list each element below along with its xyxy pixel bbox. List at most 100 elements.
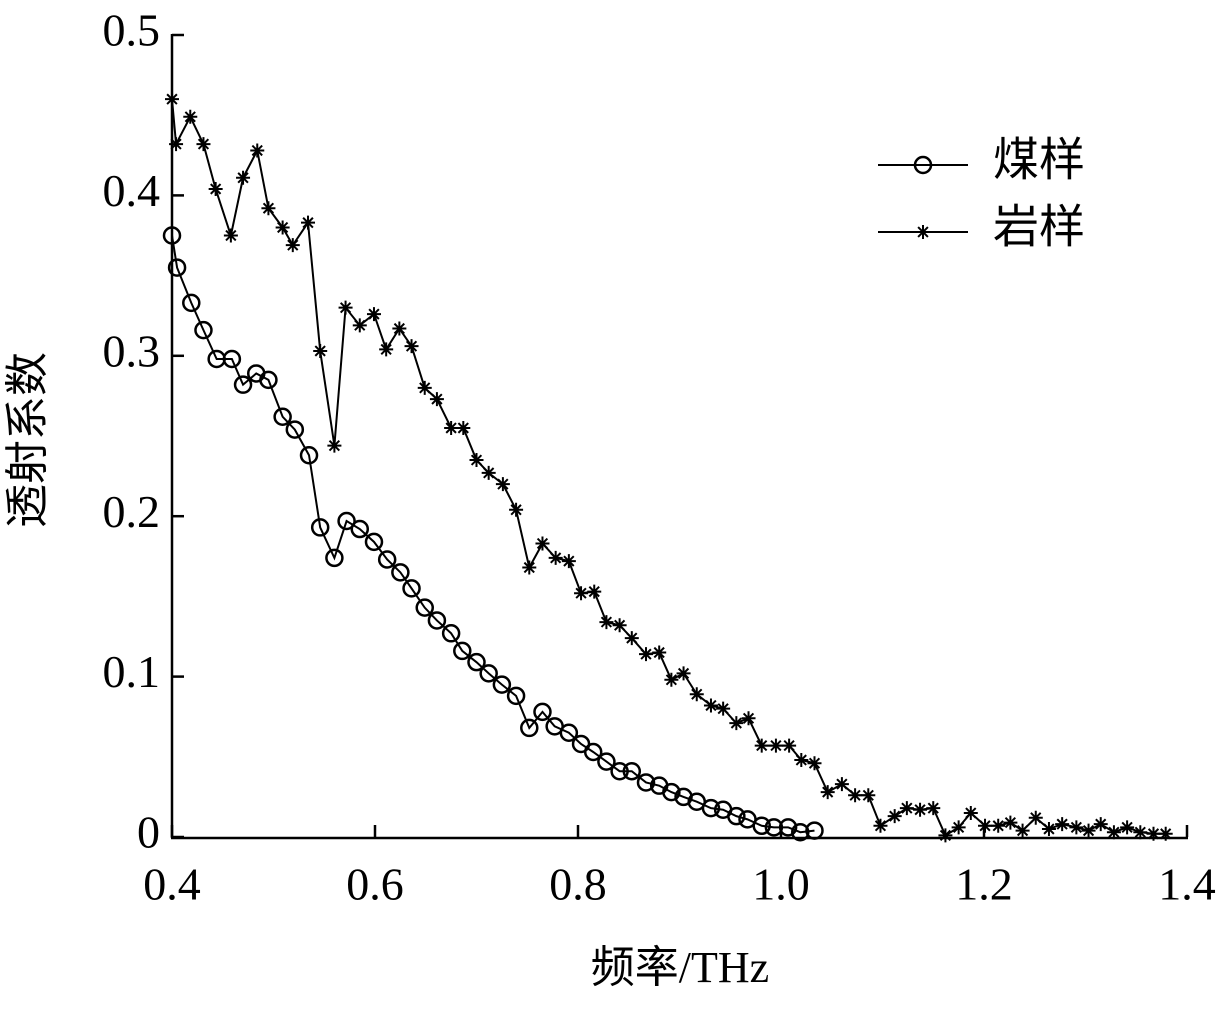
circle-marker — [162, 226, 182, 245]
star-marker — [624, 631, 639, 646]
star-marker — [481, 465, 496, 480]
circle-marker — [259, 370, 278, 390]
star-marker — [926, 801, 941, 816]
circle-marker — [610, 761, 629, 781]
x-tick-label: 0.8 — [549, 859, 607, 910]
star-marker — [250, 143, 265, 158]
series-line — [171, 235, 815, 834]
star-marker — [196, 137, 211, 152]
circle-marker — [310, 518, 330, 537]
y-tick-label: 0.3 — [103, 325, 161, 376]
circle-marker — [727, 806, 746, 826]
circle-marker — [453, 641, 472, 661]
circle-marker — [520, 718, 539, 738]
star-marker — [366, 307, 381, 322]
circle-marker — [492, 675, 512, 694]
star-marker — [444, 420, 459, 435]
circle-marker — [583, 742, 603, 762]
circle-marker — [622, 761, 642, 781]
circle-marker — [167, 258, 187, 277]
star-marker — [899, 801, 914, 816]
star-marker — [285, 238, 300, 253]
star-marker — [782, 738, 797, 753]
star-marker — [1106, 825, 1121, 840]
star-marker — [313, 343, 328, 358]
circle-marker — [222, 349, 242, 369]
circle-marker — [701, 798, 721, 818]
circle-marker — [337, 511, 356, 531]
star-marker — [301, 215, 316, 230]
star-marker — [1015, 823, 1030, 838]
circle-marker — [791, 822, 810, 842]
circle-marker — [273, 407, 292, 427]
circle-marker — [299, 445, 319, 465]
star-marker — [741, 711, 756, 726]
star-marker — [1028, 810, 1043, 825]
star-marker — [639, 647, 654, 662]
y-tick-label: 0.4 — [103, 165, 161, 216]
circle-marker — [285, 420, 305, 439]
star-marker — [873, 818, 888, 833]
x-axis-label: 频率/THz — [591, 943, 769, 992]
star-marker — [978, 818, 993, 833]
circle-marker — [636, 773, 656, 792]
circle-marker — [377, 550, 397, 569]
star-marker — [208, 181, 223, 196]
star-marker — [417, 380, 432, 395]
star-marker — [183, 109, 198, 124]
circle-marker — [350, 519, 370, 539]
y-tick-label: 0.2 — [103, 486, 161, 537]
x-tick-label: 0.4 — [143, 859, 201, 910]
circle-marker — [752, 816, 771, 836]
x-tick-label: 0.6 — [346, 859, 404, 910]
legend-marker — [913, 155, 933, 175]
star-marker — [261, 201, 276, 216]
legend-label: 岩样 — [993, 202, 1085, 253]
circle-marker — [662, 782, 681, 802]
star-marker — [456, 420, 471, 435]
star-marker — [1158, 826, 1173, 841]
circle-marker — [764, 818, 784, 837]
star-marker — [1146, 826, 1161, 841]
star-marker — [754, 738, 769, 753]
circle-marker — [479, 664, 498, 683]
star-marker — [861, 788, 876, 803]
star-marker — [352, 318, 367, 333]
star-marker — [469, 453, 484, 468]
star-marker — [1120, 820, 1135, 835]
y-tick-label: 0.1 — [103, 646, 161, 697]
star-marker — [404, 339, 419, 354]
circle-marker — [402, 579, 421, 598]
star-marker — [963, 805, 978, 820]
star-marker — [535, 536, 550, 551]
star-marker — [165, 92, 179, 107]
star-marker — [1003, 815, 1018, 830]
y-tick-label: 0.5 — [103, 5, 161, 56]
y-tick-label: 0 — [137, 807, 160, 858]
star-marker — [509, 502, 524, 517]
star-marker — [1081, 823, 1096, 838]
star-marker — [913, 802, 928, 817]
star-marker — [834, 777, 849, 792]
circle-marker — [427, 611, 447, 630]
star-marker — [612, 618, 627, 633]
star-marker — [429, 392, 444, 407]
x-tick-label: 1.2 — [955, 859, 1013, 910]
circle-marker — [467, 652, 486, 672]
star-marker — [807, 756, 822, 771]
star-marker — [652, 645, 667, 660]
circle-marker — [325, 548, 344, 568]
legend-label: 煤样 — [993, 135, 1085, 186]
star-marker — [1041, 821, 1056, 836]
circle-marker — [415, 598, 434, 617]
star-marker — [522, 560, 537, 575]
x-tick-label: 1.4 — [1158, 859, 1216, 910]
star-marker — [689, 687, 704, 702]
circle-marker — [597, 752, 616, 771]
star-marker — [223, 228, 238, 243]
circle-marker — [194, 320, 213, 340]
star-marker — [548, 550, 563, 565]
star-marker — [794, 753, 809, 768]
star-marker — [887, 809, 902, 824]
